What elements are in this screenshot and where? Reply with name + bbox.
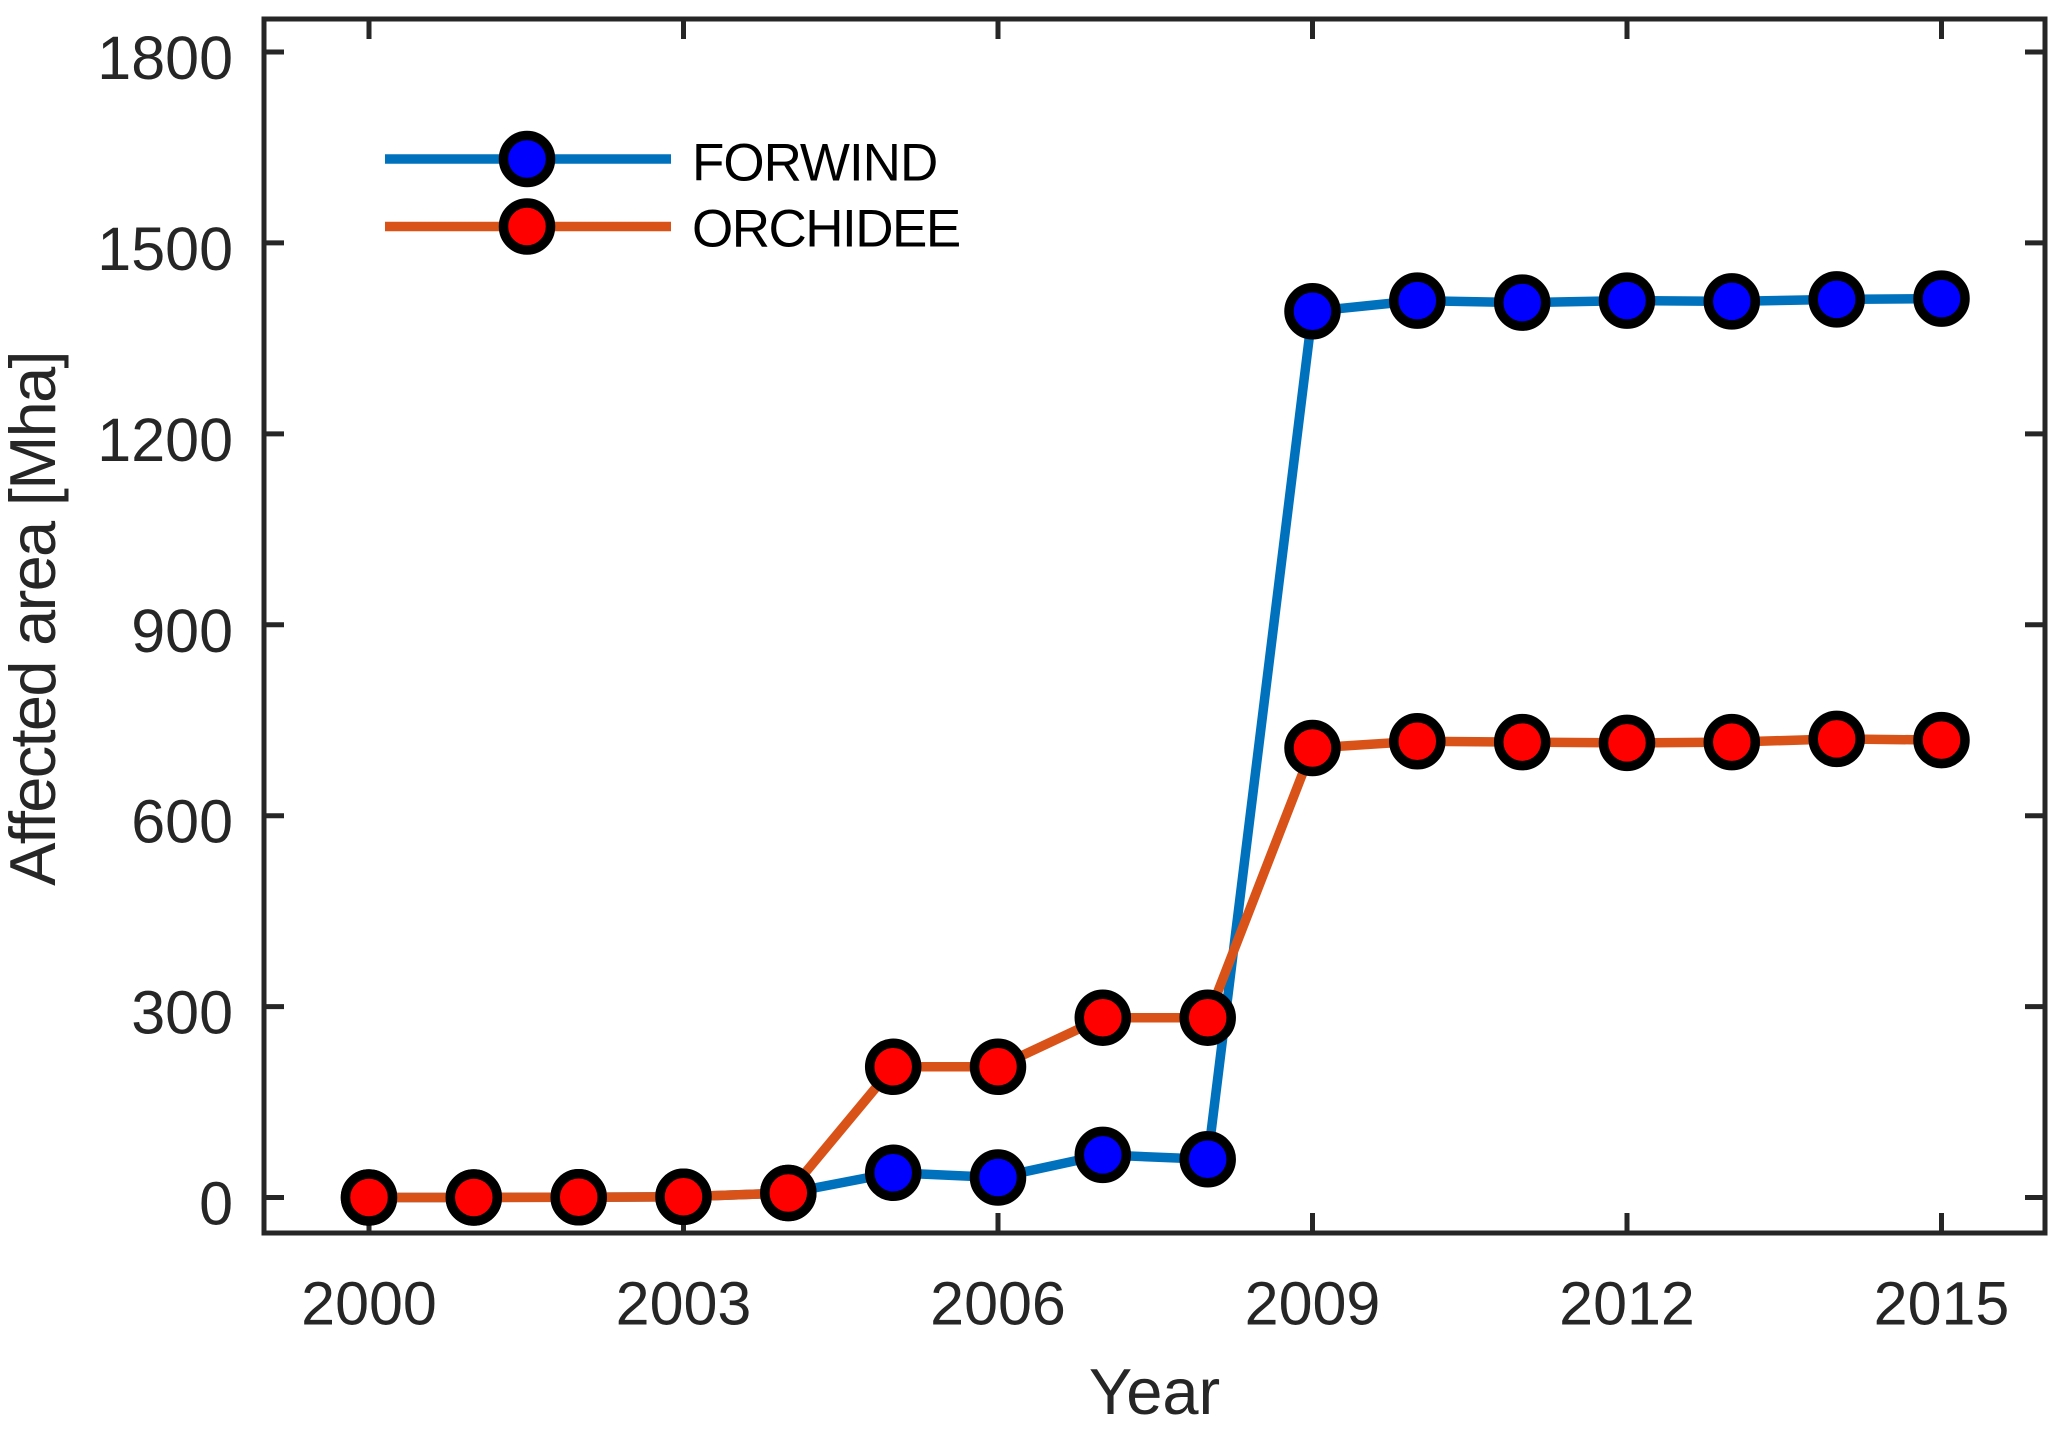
svg-text:FORWIND: FORWIND [692, 134, 937, 193]
svg-text:600: 600 [131, 788, 233, 856]
svg-text:900: 900 [131, 597, 233, 665]
svg-text:2003: 2003 [616, 1270, 752, 1338]
svg-text:1500: 1500 [97, 215, 233, 283]
svg-text:0: 0 [199, 1170, 233, 1238]
svg-text:2009: 2009 [1245, 1270, 1381, 1338]
svg-text:Affected area [Mha]: Affected area [Mha] [0, 352, 69, 886]
svg-text:2000: 2000 [301, 1270, 437, 1338]
svg-text:2012: 2012 [1559, 1270, 1695, 1338]
svg-text:2006: 2006 [930, 1270, 1066, 1338]
svg-text:1200: 1200 [97, 406, 233, 474]
svg-text:ORCHIDEE: ORCHIDEE [692, 200, 960, 259]
svg-text:2015: 2015 [1874, 1270, 2010, 1338]
svg-text:300: 300 [131, 979, 233, 1047]
svg-text:Year: Year [1089, 1355, 1220, 1428]
svg-text:1800: 1800 [97, 24, 233, 92]
